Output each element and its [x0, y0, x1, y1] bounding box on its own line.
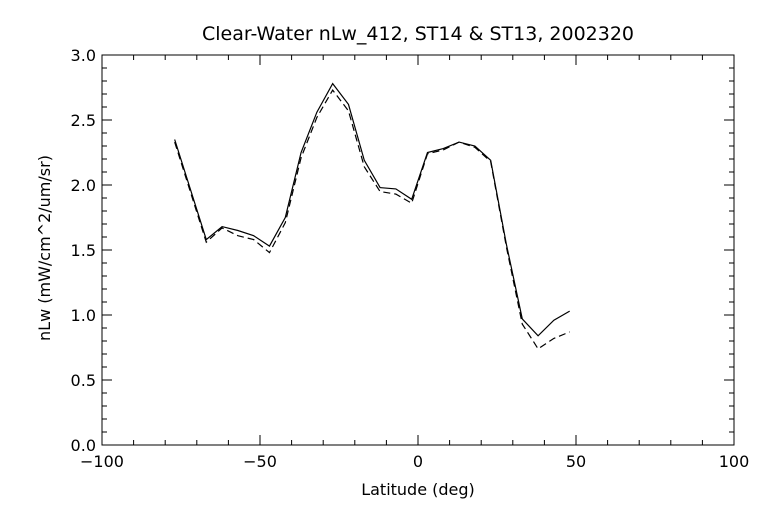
y-axis-label: nLw (mW/cm^2/um/sr) [35, 155, 54, 341]
y-tick-label: 2.0 [71, 176, 96, 195]
plot-frame [101, 54, 735, 446]
y-tick-label: 1.5 [71, 241, 96, 260]
x-axis-label: Latitude (deg) [361, 480, 475, 499]
x-tick-label: −100 [80, 452, 124, 471]
series-line-dashed [174, 89, 570, 350]
series-line-solid [174, 82, 570, 337]
y-tick-label: 1.0 [71, 306, 96, 325]
chart-title: Clear-Water nLw_412, ST14 & ST13, 200232… [202, 23, 634, 45]
x-tick-label: −50 [243, 452, 277, 471]
axis-tick-labels: −100 −50 0 50 100 0.0 0.5 1.0 1.5 2.0 2.5 3.0 [71, 46, 750, 471]
y-tick-label: 2.5 [71, 111, 96, 130]
y-tick-label: 0.0 [71, 436, 96, 455]
y-tick-label: 3.0 [71, 46, 96, 65]
x-tick-label: 50 [566, 452, 586, 471]
series-lines [174, 82, 570, 350]
axis-ticks [101, 54, 735, 446]
x-tick-label: 0 [413, 452, 423, 471]
y-tick-label: 0.5 [71, 371, 96, 390]
x-tick-label: 100 [719, 452, 750, 471]
